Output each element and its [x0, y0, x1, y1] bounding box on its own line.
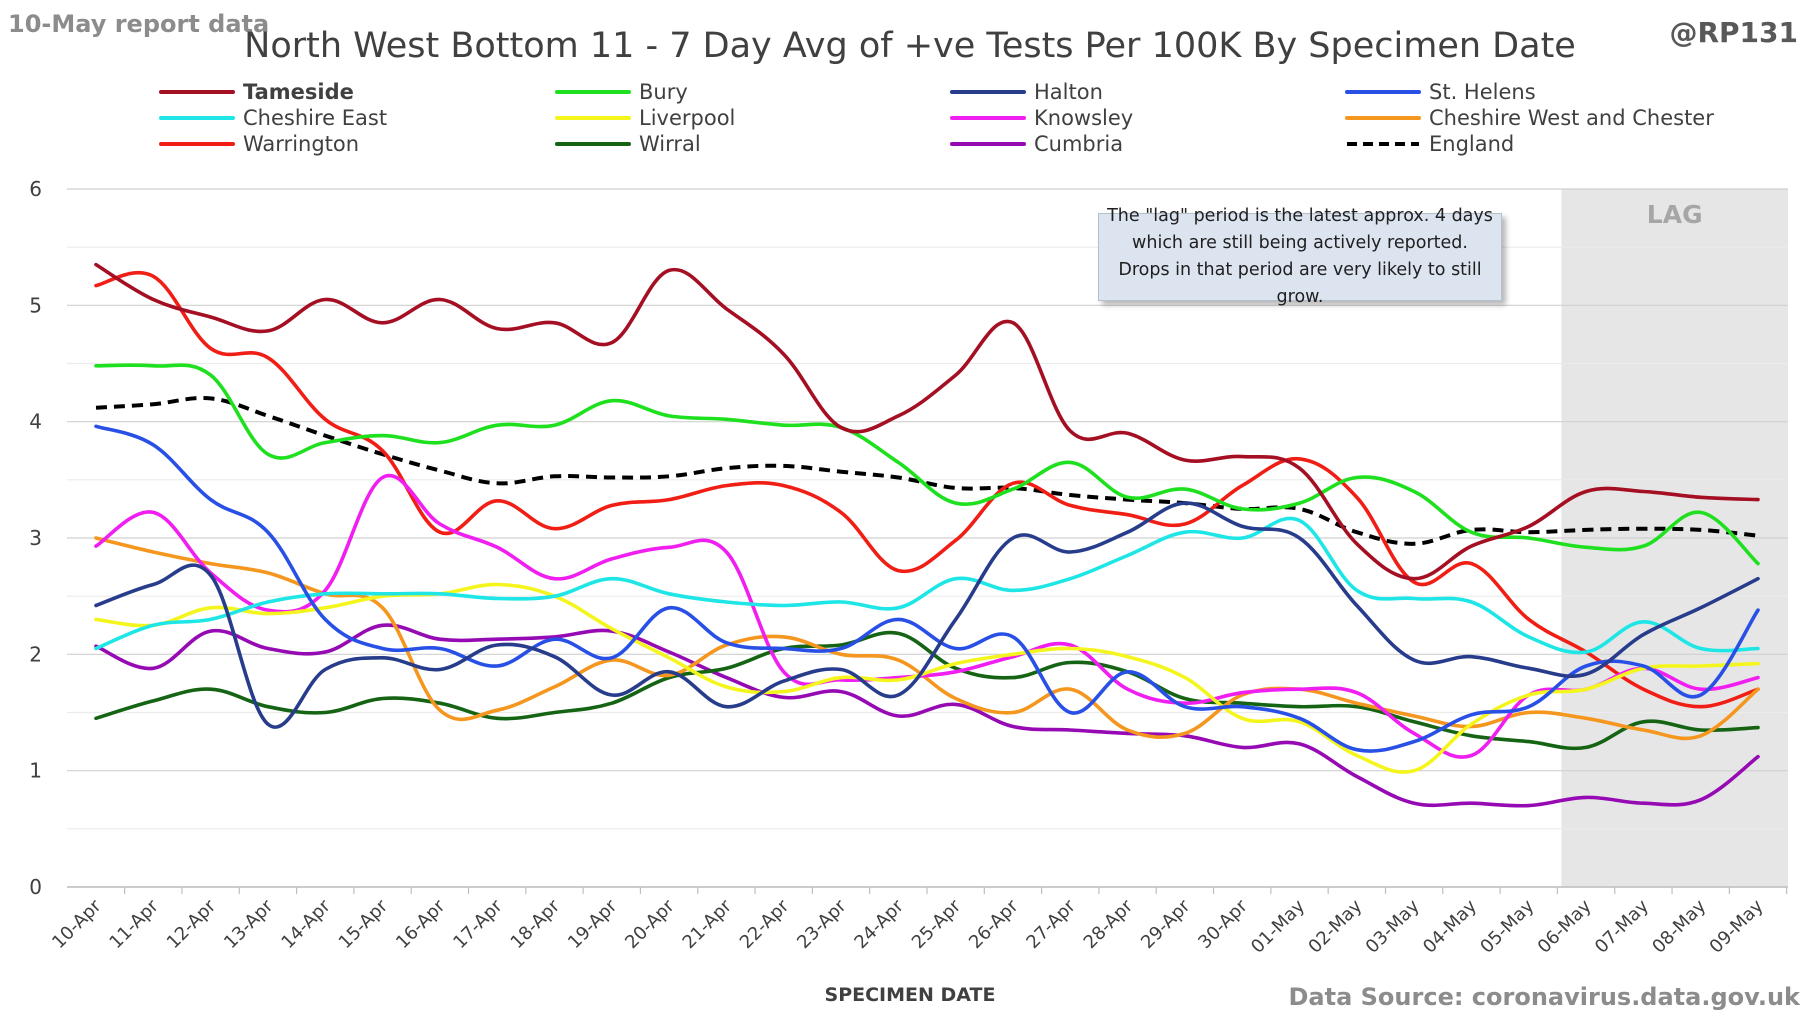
y-tick-label: 1: [29, 759, 42, 783]
series-line-cumbria: [94, 623, 1760, 808]
x-tick-label: 29-Apr: [1137, 895, 1195, 953]
report-date-label: 10-May report data: [8, 10, 270, 38]
y-tick-label: 5: [29, 293, 42, 317]
lag-annotation: The "lag" period is the latest approx. 4…: [1098, 206, 1502, 307]
x-tick-label: 18-Apr: [507, 895, 565, 953]
x-tick-label: 01-May: [1247, 895, 1309, 957]
series-line-halton: [94, 501, 1760, 729]
legend-swatch: [950, 142, 1026, 146]
legend-swatch: [159, 142, 235, 146]
legend-label: St. Helens: [1429, 80, 1536, 104]
legend-label: Tameside: [243, 80, 354, 104]
legend-swatch: [950, 116, 1026, 120]
x-tick-label: 19-Apr: [564, 895, 622, 953]
author-handle: @RP131: [1669, 16, 1798, 49]
legend-label: Halton: [1034, 80, 1103, 104]
legend-swatch: [159, 116, 235, 120]
x-tick-label: 28-Apr: [1080, 895, 1138, 953]
x-tick-label: 10-Apr: [48, 895, 106, 953]
x-tick-label: 26-Apr: [965, 895, 1023, 953]
legend-swatch: [555, 142, 631, 146]
x-tick-label: 11-Apr: [105, 895, 163, 953]
x-tick-label: 24-Apr: [850, 895, 908, 953]
legend-label: Bury: [639, 80, 688, 104]
legend-item-liverpool: Liverpool: [555, 105, 735, 131]
x-tick-label: 21-Apr: [679, 895, 737, 953]
x-tick-label: 20-Apr: [621, 895, 679, 953]
legend-item-warrington: Warrington: [159, 131, 359, 157]
x-tick-label: 30-Apr: [1194, 895, 1252, 953]
legend-item-knowsley: Knowsley: [950, 105, 1133, 131]
legend-swatch: [555, 90, 631, 94]
x-tick-label: 05-May: [1476, 895, 1538, 957]
series-line-tameside: [94, 262, 1760, 581]
x-tick-label: 15-Apr: [335, 895, 393, 953]
legend-item-cumbria: Cumbria: [950, 131, 1123, 157]
legend-label: Liverpool: [639, 106, 736, 130]
y-tick-label: 3: [29, 526, 42, 550]
legend-label: Cumbria: [1034, 132, 1124, 156]
legend-item-cheshire-east: Cheshire East: [159, 105, 387, 131]
x-tick-label: 09-May: [1706, 895, 1768, 957]
x-tick-label: 03-May: [1362, 895, 1424, 957]
legend-label: Wirral: [639, 132, 701, 156]
x-tick-label: 17-Apr: [449, 895, 507, 953]
series-line-warrington: [94, 270, 1760, 709]
x-tick-label: 27-Apr: [1022, 895, 1080, 953]
series-line-knowsley: [94, 473, 1760, 759]
legend-item-bury: Bury: [555, 79, 688, 105]
legend-item-wirral: Wirral: [555, 131, 701, 157]
x-tick-label: 07-May: [1591, 895, 1653, 957]
legend-label: Cheshire East: [243, 106, 388, 130]
series-line-st-helens: [94, 424, 1760, 753]
x-tick-label: 08-May: [1648, 895, 1710, 957]
legend-label: Cheshire West and Chester: [1429, 106, 1714, 130]
legend-item-tameside: Tameside: [159, 79, 354, 105]
data-source-label: Data Source: coronavirus.data.gov.uk: [1288, 983, 1801, 1011]
x-tick-label: 02-May: [1304, 895, 1366, 957]
legend-label: England: [1429, 132, 1515, 156]
x-tick-label: 22-Apr: [736, 895, 794, 953]
x-tick-label: 12-Apr: [163, 895, 221, 953]
x-tick-label: 13-Apr: [220, 895, 278, 953]
y-tick-label: 4: [29, 410, 42, 434]
legend-item-st-helens: St. Helens: [1345, 79, 1536, 105]
series-line-cheshire-west-and-chester: [94, 536, 1760, 741]
x-axis-label: SPECIMEN DATE: [824, 984, 996, 1006]
lag-label: LAG: [1647, 200, 1703, 229]
legend-item-england: England: [1345, 131, 1514, 157]
x-tick-label: 04-May: [1419, 895, 1481, 957]
series-line-cheshire-east: [94, 516, 1760, 655]
legend-swatch: [950, 90, 1026, 94]
y-tick-label: 2: [29, 642, 42, 666]
series-line-wirral: [94, 630, 1760, 751]
chart-title: North West Bottom 11 - 7 Day Avg of +ve …: [244, 26, 1576, 66]
legend-swatch: [159, 90, 235, 94]
legend-swatch: [1347, 142, 1419, 146]
legend-swatch: [555, 116, 631, 120]
series-line-england: [95, 395, 1759, 546]
series-line-bury: [94, 363, 1760, 566]
y-tick-label: 6: [29, 177, 42, 201]
x-tick-label: 25-Apr: [908, 895, 966, 953]
legend-item-halton: Halton: [950, 79, 1103, 105]
legend-label: Warrington: [243, 132, 360, 156]
legend-item-cheshire-west-and-chester: Cheshire West and Chester: [1345, 105, 1714, 131]
x-tick-label: 14-Apr: [277, 895, 335, 953]
x-tick-label: 16-Apr: [392, 895, 450, 953]
legend-swatch: [1345, 90, 1421, 94]
legend-swatch: [1345, 116, 1421, 120]
series-line-liverpool: [94, 582, 1760, 774]
y-tick-label: 0: [29, 875, 42, 899]
x-tick-label: 23-Apr: [793, 895, 851, 953]
x-tick-label: 06-May: [1534, 895, 1596, 957]
legend-label: Knowsley: [1034, 106, 1134, 130]
